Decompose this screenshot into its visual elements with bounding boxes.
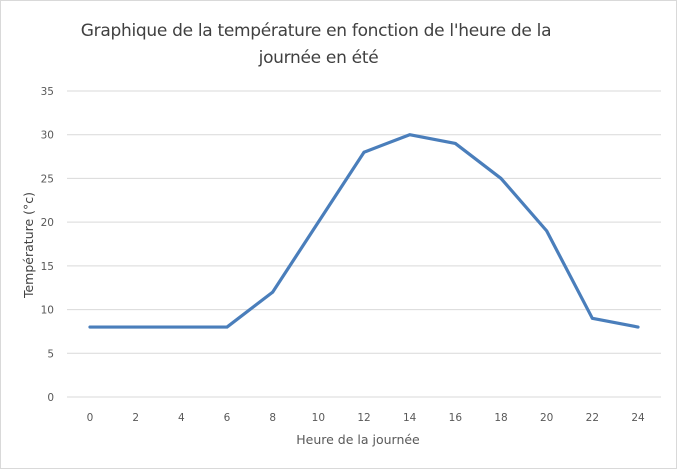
chart-title-line-2: journée en été [258,48,379,68]
chart-title-line-1: Graphique de la température en fonction … [80,21,552,41]
data-point [134,325,138,329]
x-tick-label: 20 [540,412,553,424]
x-tick-label: 2 [132,412,139,424]
data-point [453,142,457,145]
data-point [271,290,275,294]
data-point [636,325,640,329]
y-tick-label: 0 [47,392,54,404]
x-tick-label: 24 [631,412,645,424]
data-point [225,325,229,329]
x-tick-label: 0 [87,412,94,424]
y-tick-label: 30 [41,130,54,142]
x-tick-label: 6 [224,412,231,424]
y-tick-label: 25 [41,173,54,185]
series-layer [88,133,640,329]
x-tick-label: 22 [586,412,599,424]
y-axis-ticks: 0 5 10 15 20 25 30 35 [41,86,54,404]
data-point [545,229,549,233]
data-point [316,220,320,224]
y-tick-label: 5 [47,348,54,360]
data-point [499,177,503,180]
y-tick-label: 35 [41,86,54,98]
x-tick-label: 18 [494,412,507,424]
data-point [88,325,92,329]
y-axis-label: Température (°c) [21,192,36,299]
y-tick-label: 20 [41,217,54,229]
y-tick-label: 15 [41,261,54,273]
y-tick-label: 10 [41,305,54,317]
x-axis-label: Heure de la journée [296,432,420,447]
x-tick-label: 4 [178,412,185,424]
series-line [88,133,640,329]
data-point [408,133,412,137]
x-tick-label: 10 [312,412,325,424]
x-tick-label: 16 [449,412,463,424]
data-point [179,325,183,329]
data-point [590,316,594,320]
x-tick-label: 14 [403,412,417,424]
x-tick-label: 8 [269,412,276,424]
x-axis-ticks: 0 2 4 6 8 10 12 14 16 18 20 22 24 [87,412,645,424]
data-point [362,150,366,154]
gridlines [67,90,661,398]
x-tick-label: 12 [357,412,370,424]
